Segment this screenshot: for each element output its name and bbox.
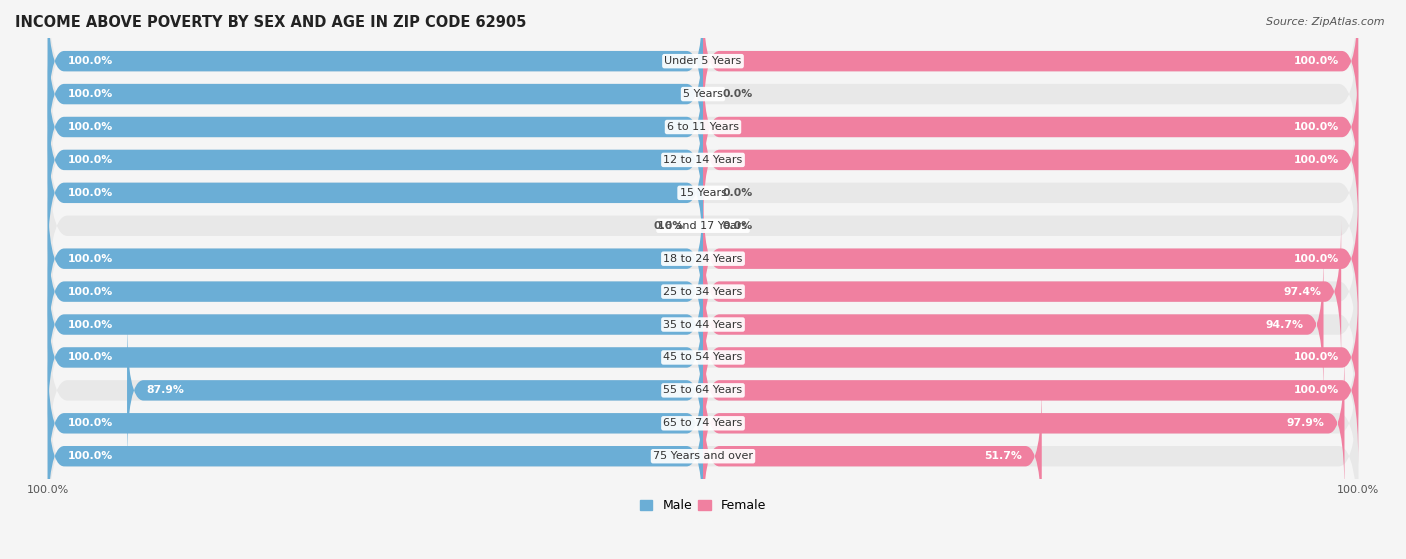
Text: 100.0%: 100.0% xyxy=(1294,385,1339,395)
Text: 45 to 54 Years: 45 to 54 Years xyxy=(664,352,742,362)
Text: 12 to 14 Years: 12 to 14 Years xyxy=(664,155,742,165)
Text: 100.0%: 100.0% xyxy=(67,56,112,66)
Text: 51.7%: 51.7% xyxy=(984,451,1022,461)
Text: 35 to 44 Years: 35 to 44 Years xyxy=(664,320,742,329)
Text: 100.0%: 100.0% xyxy=(1294,56,1339,66)
Text: INCOME ABOVE POVERTY BY SEX AND AGE IN ZIP CODE 62905: INCOME ABOVE POVERTY BY SEX AND AGE IN Z… xyxy=(15,15,526,30)
FancyBboxPatch shape xyxy=(48,203,1358,380)
FancyBboxPatch shape xyxy=(127,318,703,462)
Text: 100.0%: 100.0% xyxy=(1294,122,1339,132)
FancyBboxPatch shape xyxy=(48,384,703,528)
Text: 5 Years: 5 Years xyxy=(683,89,723,99)
FancyBboxPatch shape xyxy=(48,269,1358,446)
FancyBboxPatch shape xyxy=(703,0,1358,133)
Text: 94.7%: 94.7% xyxy=(1265,320,1303,329)
FancyBboxPatch shape xyxy=(48,55,703,199)
FancyBboxPatch shape xyxy=(48,88,703,232)
FancyBboxPatch shape xyxy=(703,187,1358,331)
FancyBboxPatch shape xyxy=(48,351,703,495)
Text: 55 to 64 Years: 55 to 64 Years xyxy=(664,385,742,395)
Text: 100.0%: 100.0% xyxy=(67,254,112,264)
Text: 75 Years and over: 75 Years and over xyxy=(652,451,754,461)
Text: 100.0%: 100.0% xyxy=(67,122,112,132)
FancyBboxPatch shape xyxy=(48,285,703,429)
FancyBboxPatch shape xyxy=(48,137,1358,314)
FancyBboxPatch shape xyxy=(703,351,1344,495)
Text: 100.0%: 100.0% xyxy=(1294,155,1339,165)
FancyBboxPatch shape xyxy=(48,72,1358,249)
FancyBboxPatch shape xyxy=(703,253,1323,397)
Text: 97.9%: 97.9% xyxy=(1286,418,1324,428)
Text: 100.0%: 100.0% xyxy=(67,418,112,428)
Legend: Male, Female: Male, Female xyxy=(636,494,770,517)
Text: 100.0%: 100.0% xyxy=(67,352,112,362)
FancyBboxPatch shape xyxy=(703,88,1358,232)
FancyBboxPatch shape xyxy=(48,253,703,397)
Text: 100.0%: 100.0% xyxy=(67,89,112,99)
Text: 15 Years: 15 Years xyxy=(679,188,727,198)
FancyBboxPatch shape xyxy=(48,236,1358,413)
Text: Under 5 Years: Under 5 Years xyxy=(665,56,741,66)
Text: Source: ZipAtlas.com: Source: ZipAtlas.com xyxy=(1267,17,1385,27)
FancyBboxPatch shape xyxy=(48,105,1358,281)
FancyBboxPatch shape xyxy=(48,302,1358,479)
Text: 6 to 11 Years: 6 to 11 Years xyxy=(666,122,740,132)
FancyBboxPatch shape xyxy=(48,0,1358,150)
FancyBboxPatch shape xyxy=(48,187,703,331)
FancyBboxPatch shape xyxy=(703,220,1341,364)
FancyBboxPatch shape xyxy=(703,384,1042,528)
FancyBboxPatch shape xyxy=(703,55,1358,199)
Text: 100.0%: 100.0% xyxy=(1294,352,1339,362)
FancyBboxPatch shape xyxy=(703,318,1358,462)
Text: 0.0%: 0.0% xyxy=(723,221,752,231)
Text: 0.0%: 0.0% xyxy=(654,221,683,231)
Text: 87.9%: 87.9% xyxy=(146,385,184,395)
Text: 0.0%: 0.0% xyxy=(723,89,752,99)
FancyBboxPatch shape xyxy=(48,6,1358,183)
Text: 100.0%: 100.0% xyxy=(67,451,112,461)
Text: 100.0%: 100.0% xyxy=(67,320,112,329)
FancyBboxPatch shape xyxy=(48,0,703,133)
FancyBboxPatch shape xyxy=(48,39,1358,216)
FancyBboxPatch shape xyxy=(48,121,703,265)
Text: 18 to 24 Years: 18 to 24 Years xyxy=(664,254,742,264)
Text: 100.0%: 100.0% xyxy=(67,188,112,198)
Text: 65 to 74 Years: 65 to 74 Years xyxy=(664,418,742,428)
FancyBboxPatch shape xyxy=(48,22,703,166)
Text: 0.0%: 0.0% xyxy=(723,188,752,198)
Text: 100.0%: 100.0% xyxy=(67,287,112,297)
FancyBboxPatch shape xyxy=(48,170,1358,347)
FancyBboxPatch shape xyxy=(48,335,1358,512)
Text: 100.0%: 100.0% xyxy=(67,155,112,165)
FancyBboxPatch shape xyxy=(48,368,1358,545)
Text: 16 and 17 Years: 16 and 17 Years xyxy=(658,221,748,231)
Text: 100.0%: 100.0% xyxy=(1294,254,1339,264)
FancyBboxPatch shape xyxy=(703,285,1358,429)
Text: 25 to 34 Years: 25 to 34 Years xyxy=(664,287,742,297)
Text: 97.4%: 97.4% xyxy=(1284,287,1322,297)
FancyBboxPatch shape xyxy=(48,220,703,364)
